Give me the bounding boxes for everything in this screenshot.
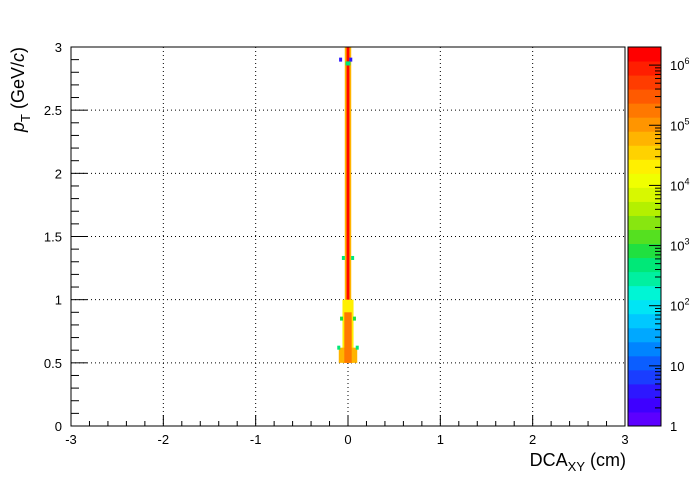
- x-tick-label: -1: [250, 432, 262, 447]
- y-tick-label: 1: [55, 293, 62, 308]
- z-tick-label: 1: [670, 419, 677, 434]
- x-axis: -3 -2 -1 0 1 2 3: [65, 415, 629, 447]
- x-tick-label: 0: [344, 432, 351, 447]
- color-scale-swatch: [628, 243, 661, 259]
- color-scale-swatch: [628, 383, 661, 399]
- color-scale-swatch: [628, 313, 661, 329]
- color-scale-swatch: [628, 47, 661, 62]
- color-scale-swatch: [628, 89, 661, 104]
- heatmap-band: [347, 47, 349, 363]
- x-axis-label: DCAXY (cm): [530, 450, 626, 474]
- z-tick-label: 10: [670, 359, 684, 374]
- heatmap-bin: [340, 316, 344, 321]
- y-tick-label: 0: [55, 419, 62, 434]
- color-scale-swatch: [628, 187, 661, 202]
- heatmap-bin: [337, 345, 341, 350]
- x-tick-label: -3: [65, 432, 77, 447]
- color-scale-swatch: [628, 117, 661, 132]
- color-scale-frame: [627, 46, 662, 427]
- color-scale-swatch: [628, 327, 661, 343]
- color-scale-swatch: [628, 103, 661, 118]
- color-scale-swatch: [628, 131, 661, 146]
- color-scale: 1 10 102 103 104 105 106: [627, 46, 689, 434]
- color-scale-swatch: [628, 173, 661, 188]
- color-scale-swatch: [628, 369, 661, 385]
- y-tick-label: 3: [55, 40, 62, 55]
- z-tick-label: 103: [670, 237, 689, 254]
- heatmap-bin: [347, 61, 351, 66]
- y-tick-label: 2.5: [44, 103, 62, 118]
- heatmap-bin: [341, 255, 345, 260]
- heatmap-bin: [351, 255, 355, 260]
- color-scale-swatch: [628, 355, 661, 371]
- y-tick-label: 2: [55, 166, 62, 181]
- y-axis-label: pT (GeV/c): [8, 47, 33, 133]
- y-tick-label: 1.5: [44, 230, 62, 245]
- color-scale-swatch: [628, 299, 661, 315]
- color-scale-swatch: [628, 257, 661, 273]
- color-scale-swatch: [628, 285, 661, 301]
- x-tick-label: 3: [621, 432, 628, 447]
- color-scale-swatch: [628, 145, 661, 160]
- heatmap-bin: [349, 57, 353, 62]
- x-tick-label: -2: [158, 432, 170, 447]
- x-tick-label: 1: [437, 432, 444, 447]
- color-scale-swatch: [628, 201, 661, 216]
- color-scale-swatch: [628, 159, 661, 174]
- y-axis: 0 0.5 1 1.5 2 2.5 3: [44, 40, 87, 434]
- color-scale-swatch: [628, 411, 661, 427]
- color-scale-swatch: [628, 229, 661, 245]
- heatmap-bin: [355, 345, 359, 350]
- heatmap-bin: [339, 57, 343, 62]
- color-scale-swatch: [628, 215, 661, 230]
- heatmap-bin: [352, 316, 356, 321]
- y-tick-label: 0.5: [44, 356, 62, 371]
- z-tick-label: 106: [670, 56, 689, 73]
- color-scale-swatch: [628, 397, 661, 413]
- color-scale-swatch: [628, 75, 661, 90]
- heatmap-band: [344, 312, 352, 363]
- z-tick-label: 105: [670, 116, 689, 133]
- z-tick-label: 104: [670, 176, 689, 193]
- color-scale-swatch: [628, 341, 661, 357]
- heatmap-bins: [337, 47, 359, 363]
- color-scale-swatch: [628, 271, 661, 287]
- heatmap-bin: [345, 61, 349, 66]
- x-tick-label: 2: [529, 432, 536, 447]
- z-tick-label: 102: [670, 297, 689, 314]
